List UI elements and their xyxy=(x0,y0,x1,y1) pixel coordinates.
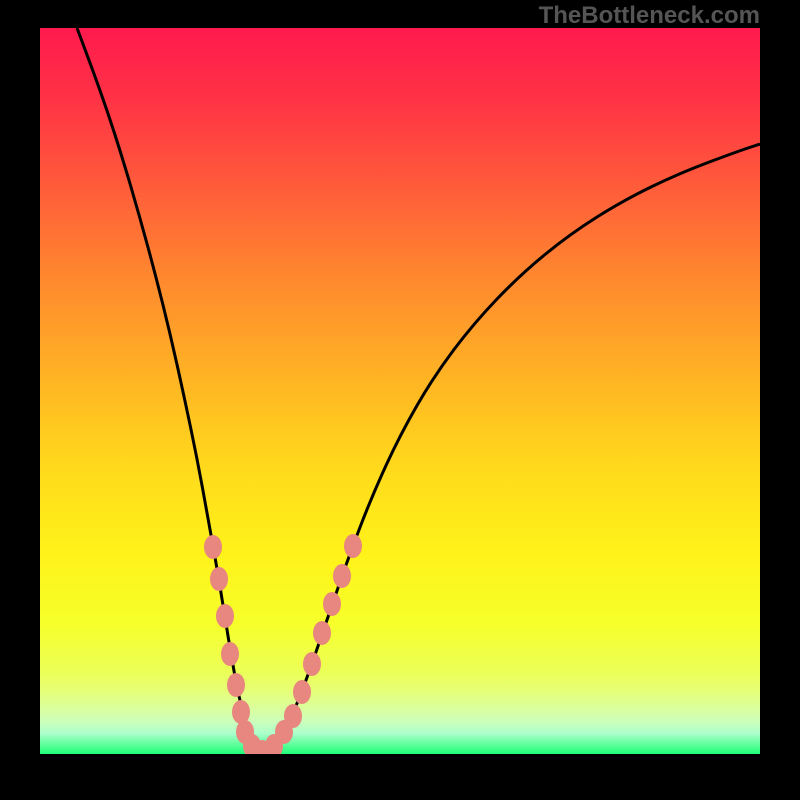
marker-dot xyxy=(204,535,222,559)
gradient-background xyxy=(40,28,760,754)
chart-svg xyxy=(40,28,760,754)
marker-dot xyxy=(284,704,302,728)
marker-dot xyxy=(221,642,239,666)
watermark-text: TheBottleneck.com xyxy=(539,2,760,30)
marker-dot xyxy=(313,621,331,645)
marker-dot xyxy=(323,592,341,616)
marker-dot xyxy=(227,673,245,697)
plot-area xyxy=(40,28,760,754)
marker-dot xyxy=(303,652,321,676)
marker-dot xyxy=(344,534,362,558)
marker-dot xyxy=(216,604,234,628)
marker-dot xyxy=(293,680,311,704)
canvas-root: TheBottleneck.com xyxy=(0,0,800,800)
marker-dot xyxy=(210,567,228,591)
marker-dot xyxy=(333,564,351,588)
